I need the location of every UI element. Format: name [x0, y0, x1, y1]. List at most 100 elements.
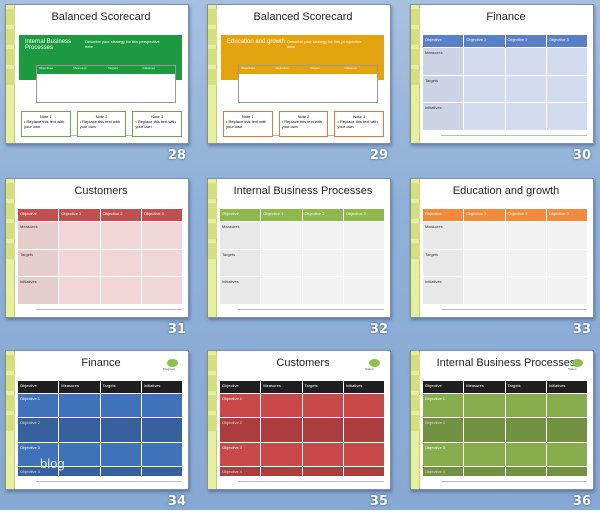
- row-header: Objective 4: [423, 467, 464, 476]
- status-label: Progress: [163, 367, 176, 371]
- row-header: Objective 2: [18, 418, 59, 442]
- slide-thumbnail[interactable]: Customers Objective Objective 1 Objective 2…: [5, 178, 189, 318]
- table-cell: [302, 467, 343, 476]
- slide-thumbnail-cell[interactable]: Customers Objective Objective 1 Objective 2…: [5, 178, 189, 343]
- sidebar-tab: [411, 203, 420, 219]
- column-header: Objective 2: [302, 209, 343, 221]
- column-header: Objective 1: [59, 209, 100, 221]
- column-header: Objective: [220, 381, 261, 393]
- note-title: Note 1: [24, 114, 68, 119]
- slide-thumbnail-cell[interactable]: Finance Progress Objective Measures Targets I…: [5, 350, 189, 515]
- column-header: Objective 1: [261, 209, 302, 221]
- slide-title: Finance: [486, 11, 526, 23]
- sidebar-tab: [6, 29, 15, 45]
- status-indicator: Progress: [163, 359, 178, 371]
- slide-number: 36: [572, 494, 591, 509]
- slide-thumbnail[interactable]: Balanced Scorecard Education and growth De…: [207, 4, 391, 144]
- slide-thumbnail[interactable]: Internal Business Processes Objective Obje…: [207, 178, 391, 318]
- sidebar-tab: [411, 183, 420, 199]
- slide-thumbnail[interactable]: Internal Business Processes Status Objecti…: [410, 350, 594, 490]
- note-title: Note 3: [337, 114, 381, 119]
- slide-title: Internal Business Processes: [233, 185, 373, 197]
- table-cell: [302, 249, 343, 277]
- table-cell: [464, 48, 505, 75]
- table-cell: [59, 467, 100, 476]
- table-cell: [464, 277, 505, 304]
- table-cell: [546, 467, 587, 476]
- slide-thumbnail[interactable]: Balanced Scorecard Internal Business Proc…: [5, 4, 189, 144]
- table-cell: [59, 394, 100, 418]
- slide-footer-line: [36, 481, 182, 484]
- column-header: Measures: [59, 381, 100, 393]
- row-header: Objective 3: [18, 442, 59, 466]
- slide-thumbnail-cell[interactable]: Finance Objective Objective 1 Objective 2 Ob…: [410, 4, 594, 169]
- table-cell: [261, 442, 302, 466]
- slide-footer-line: [238, 309, 384, 312]
- sidebar-tab: [208, 375, 217, 391]
- sidebar-tab: [6, 49, 15, 65]
- slide-title: Customers: [74, 185, 128, 197]
- slide-thumbnail-cell[interactable]: Balanced Scorecard Internal Business Proc…: [5, 4, 189, 169]
- note-body: • Replace this text with your own: [24, 119, 68, 129]
- slide-thumbnail-cell[interactable]: Internal Business Processes Objective Obje…: [207, 178, 391, 343]
- perspective-description: Describe your strategy for this perspect…: [287, 39, 362, 49]
- sidebar-tab: [208, 183, 217, 199]
- column-header: Objective 3: [546, 209, 587, 221]
- slide-thumbnail[interactable]: Education and growth Objective Objective 1…: [410, 178, 594, 318]
- slide-sidebar: [6, 5, 15, 143]
- column-header: Measures: [261, 381, 302, 393]
- row-header: Initiatives: [423, 277, 464, 304]
- slide-thumbnail[interactable]: Customers Status Objective Measures Targets I…: [207, 350, 391, 490]
- notes-row: Note 1 • Replace this text with your own N…: [223, 111, 384, 137]
- sidebar-tab: [6, 415, 15, 431]
- column-header: Objective 3: [546, 35, 587, 47]
- slide-thumbnail-cell[interactable]: Internal Business Processes Status Objecti…: [410, 350, 594, 515]
- sidebar-tab: [6, 9, 15, 25]
- note-title: Note 2: [281, 114, 326, 119]
- column-header: Objective: [220, 209, 261, 221]
- slide-thumbnail-cell[interactable]: Customers Status Objective Measures Targets I…: [207, 350, 391, 515]
- scorecard-table: Objective Measures Targets Initiatives Objec…: [423, 381, 587, 476]
- column-header: Objective: [18, 209, 59, 221]
- notes-row: Note 1 • Replace this text with your own N…: [21, 111, 182, 137]
- note-box: Note 2 • Replace this text with your own: [278, 111, 329, 137]
- sidebar-tab: [208, 49, 217, 65]
- table-cell: [546, 394, 587, 418]
- slide-thumbnail-cell[interactable]: Education and growth Objective Objective 1…: [410, 178, 594, 343]
- table-cell: [546, 277, 587, 304]
- slide-sidebar: [208, 5, 217, 143]
- sidebar-tab: [208, 9, 217, 25]
- table-cell: [343, 222, 384, 249]
- status-label: Status: [365, 367, 374, 371]
- slide-footer-line: [238, 481, 384, 484]
- table-cell: [505, 418, 546, 442]
- perspective-description: Describe your strategy for this perspect…: [85, 39, 160, 49]
- slide-thumbnail[interactable]: Finance Progress Objective Measures Targets I…: [5, 350, 189, 490]
- slide-thumbnail[interactable]: Finance Objective Objective 1 Objective 2 Ob…: [410, 4, 594, 144]
- note-box: Note 1 • Replace this text with your own: [223, 111, 273, 137]
- table-cell: [546, 222, 587, 249]
- table-cell: [546, 75, 587, 103]
- column-header: Objective 3: [141, 209, 182, 221]
- table-cell: [546, 249, 587, 277]
- scorecard-table: Objective Objective 1 Objective 2 Objective…: [423, 209, 587, 304]
- column-header: Targets: [108, 66, 118, 70]
- note-body: • Replace this text with your own: [281, 119, 326, 129]
- row-header: Objective 2: [423, 418, 464, 442]
- row-header: Objective 1: [18, 394, 59, 418]
- note-body: • Replace this text with your own: [135, 119, 179, 129]
- sidebar-tab: [208, 223, 217, 239]
- slide-number: 30: [572, 148, 591, 163]
- slide-footer-line: [441, 135, 587, 138]
- sidebar-tab: [411, 49, 420, 65]
- slide-sidebar: [6, 179, 15, 317]
- column-header: Objective 3: [343, 209, 384, 221]
- table-cell: [100, 442, 141, 466]
- slide-thumbnail-cell[interactable]: Balanced Scorecard Education and growth De…: [207, 4, 391, 169]
- table-cell: [261, 249, 302, 277]
- column-header: Initiatives: [546, 381, 587, 393]
- row-header: Objective 3: [220, 442, 261, 466]
- row-header: Targets: [18, 249, 59, 277]
- slide-sidebar: [411, 351, 420, 489]
